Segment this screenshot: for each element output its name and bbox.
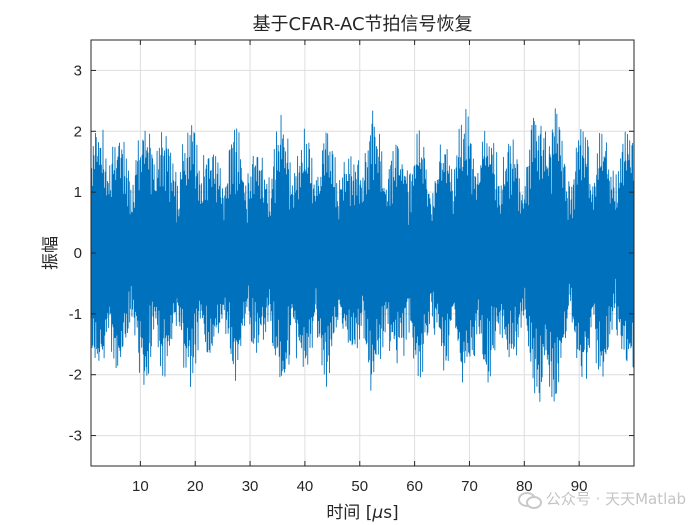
x-tick-label: 40 [297,478,314,495]
y-axis-title: 振幅 [41,236,61,270]
x-tick-label: 10 [132,478,149,495]
y-tick-label: -1 [69,306,82,323]
y-tick-label: 0 [74,245,82,262]
watermark-text: 公众号 · 天天Matlab [545,490,686,508]
y-tick-label: 1 [74,184,82,201]
x-tick-label: 30 [242,478,259,495]
x-axis-title-unit: s] [383,503,399,523]
x-axis-title-symbol: μ [371,503,383,523]
series-layer [90,108,635,402]
watermark: 公众号 · 天天Matlab [517,488,686,509]
y-tick-label: 3 [74,62,82,79]
wechat-icon [517,491,542,509]
x-tick-label: 20 [187,478,204,495]
x-tick-label: 80 [516,478,533,495]
x-tick-label: 70 [461,478,478,495]
x-axis-title: 时间 [μs] [326,503,398,523]
y-ticks: -3 -2 -1 0 1 2 3 [69,62,634,445]
y-tick-label: -2 [69,367,82,384]
signal-line [90,108,635,402]
x-axis-title-text: 时间 [ [326,503,372,523]
x-tick-label: 60 [406,478,423,495]
chart-title: 基于CFAR-AC节拍信号恢复 [252,14,472,35]
x-ticks: 10 20 30 40 50 60 70 80 90 [132,40,587,495]
x-tick-label: 50 [351,478,368,495]
y-tick-label: 2 [74,123,82,140]
x-tick-label: 90 [571,478,588,495]
y-tick-label: -3 [69,428,82,445]
